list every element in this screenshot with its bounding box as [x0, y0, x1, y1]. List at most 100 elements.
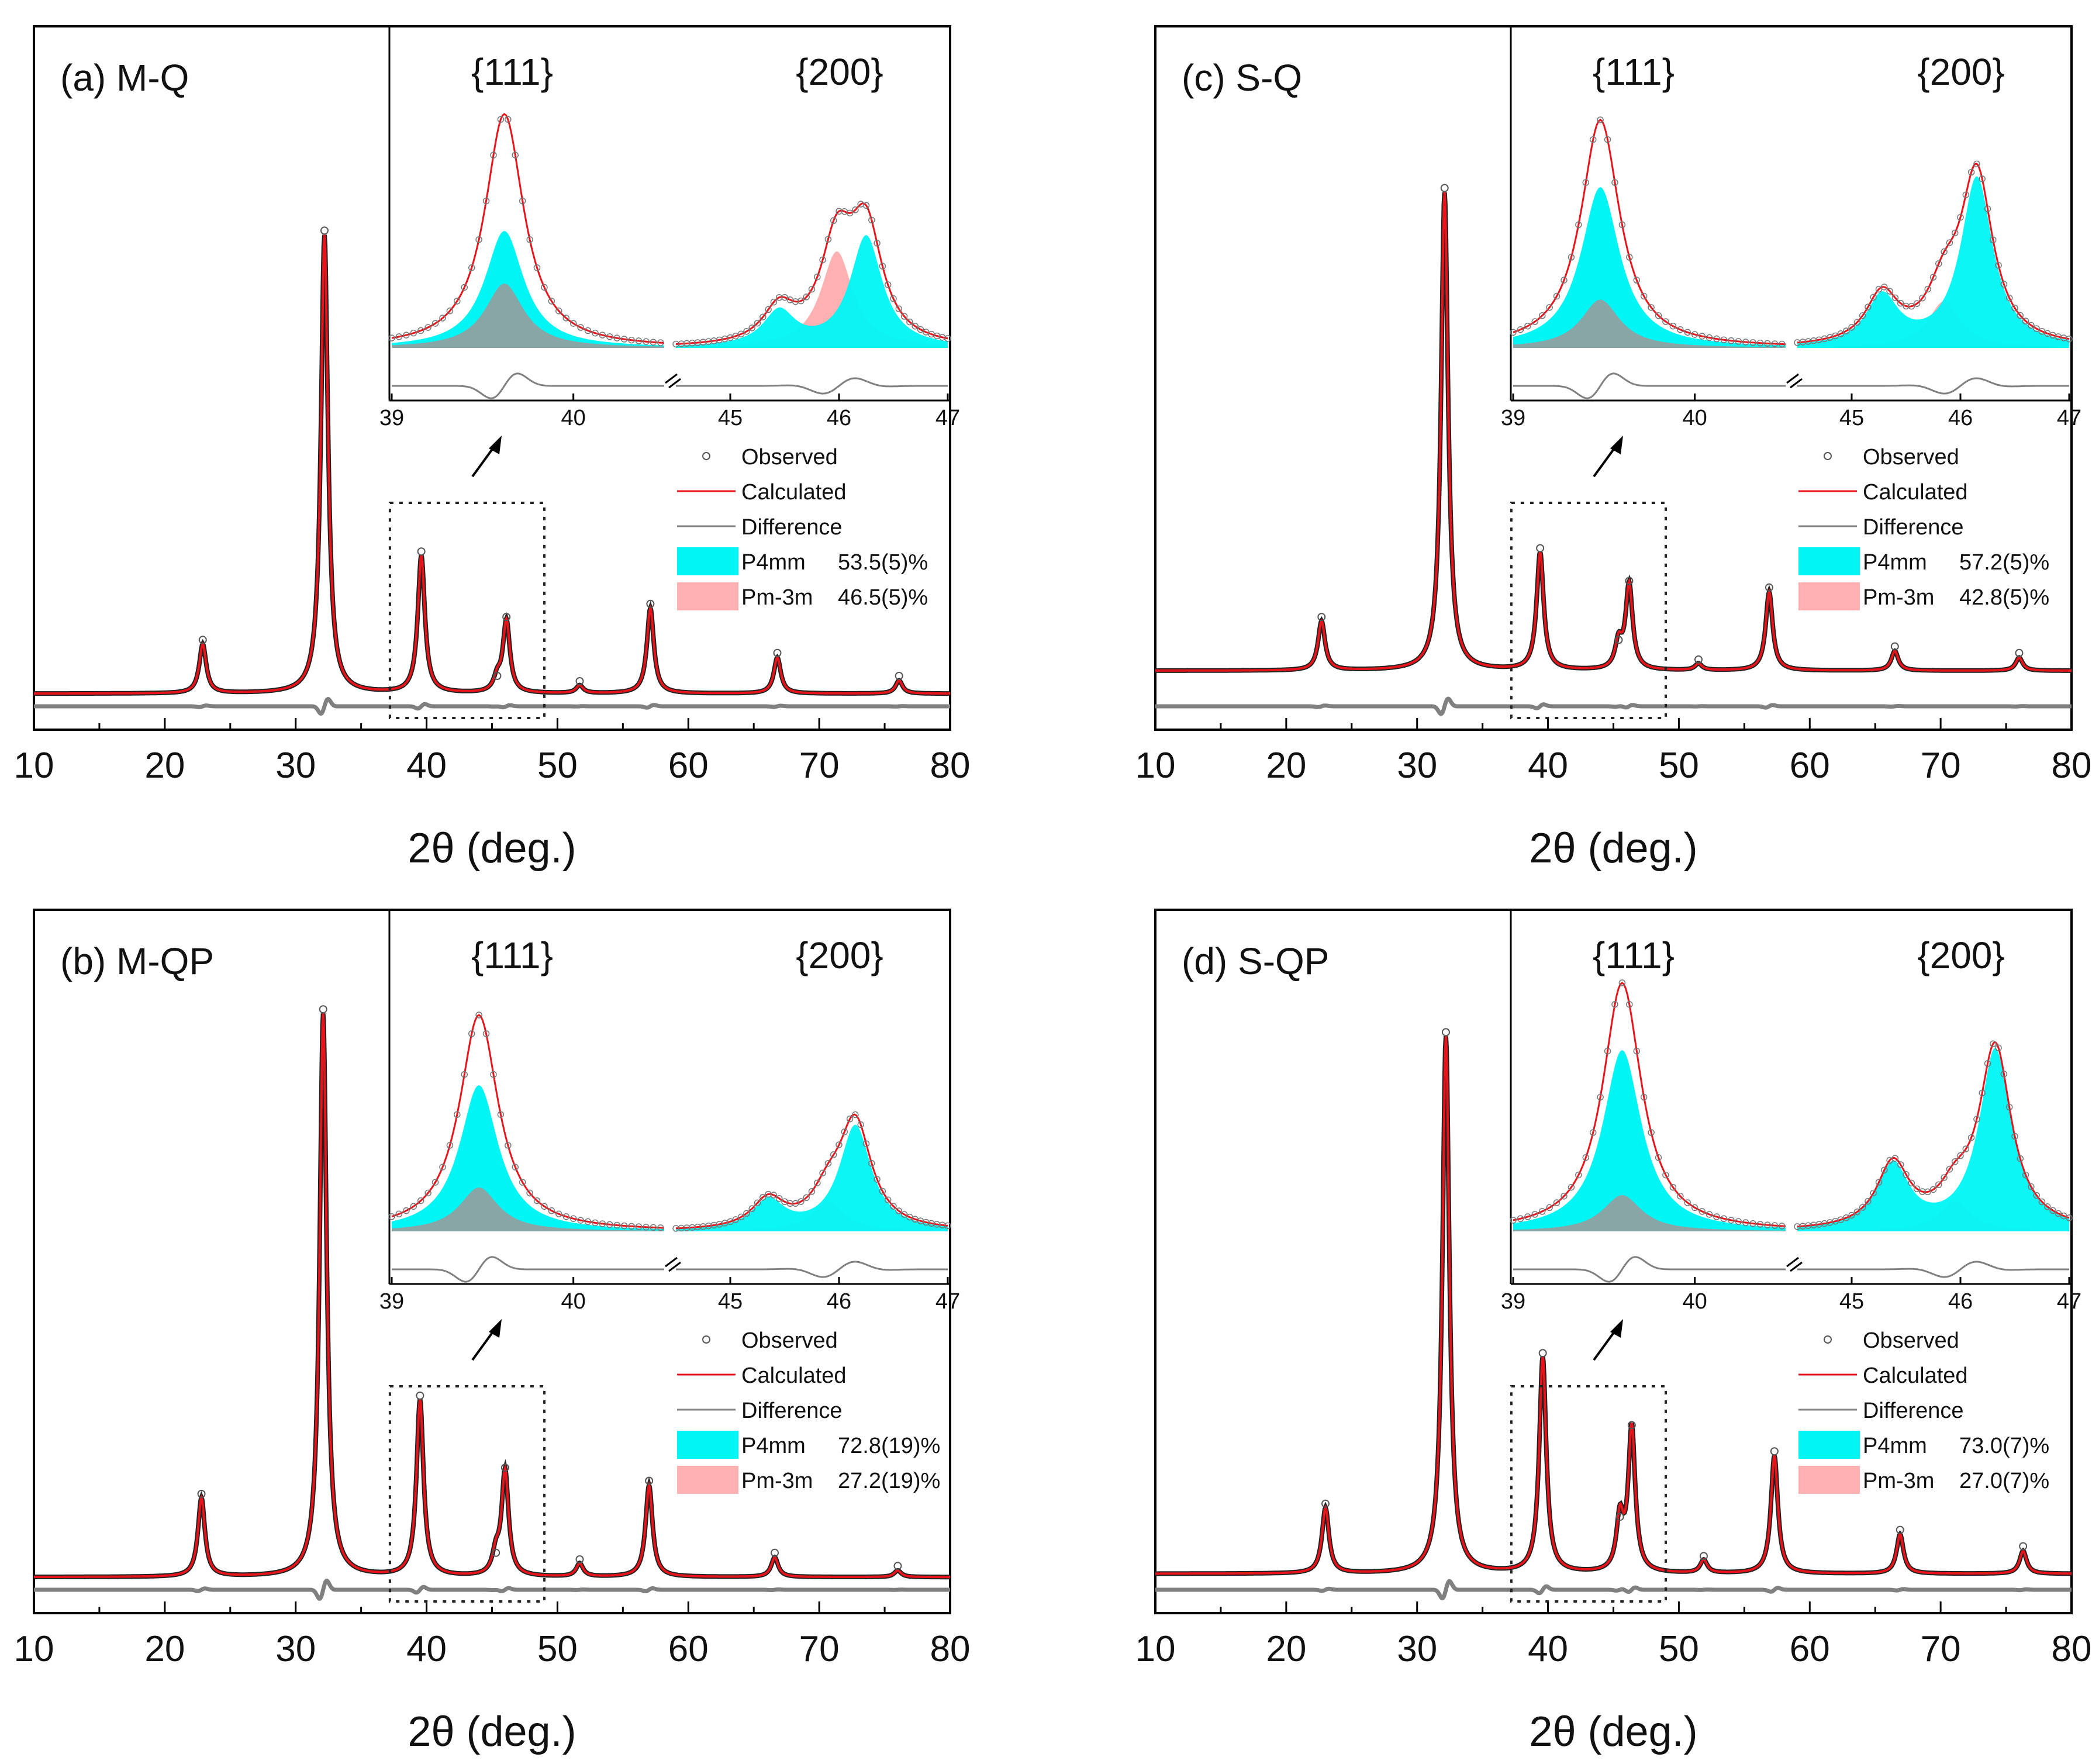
inset-111-observed-point	[526, 236, 533, 243]
calculated-curve	[34, 234, 950, 695]
inset-111-observed-point	[1604, 136, 1611, 143]
inset-111-observed-point	[1510, 1217, 1517, 1224]
inset-111-difference	[1513, 1256, 1786, 1283]
x-tick-label: 10	[1135, 745, 1176, 786]
inset-200-observed-point	[1913, 300, 1921, 307]
inset-111-observed-point	[1655, 1154, 1662, 1161]
inset-200-observed-point	[917, 326, 924, 333]
inset-200-observed-point	[775, 1195, 783, 1202]
inset-111-observed-point	[395, 1210, 403, 1218]
inset-111-observed-point	[1561, 1193, 1568, 1200]
inset-111-observed-point	[1626, 254, 1633, 261]
inset-111-observed-point	[555, 308, 562, 315]
inset-111-observed-point	[1779, 1223, 1786, 1230]
x-axis-title: 2θ (deg.)	[408, 1708, 576, 1755]
x-tick-label: 70	[1921, 1629, 1961, 1669]
inset-200-observed-point	[1897, 1161, 1904, 1168]
peak-top-observed-point	[1896, 1525, 1904, 1534]
zoom-arrow-head	[1610, 436, 1623, 454]
inset-111-observed-point	[1568, 254, 1575, 261]
inset-111-observed-point	[431, 1179, 439, 1186]
inset-200-observed-point	[1929, 1186, 1937, 1193]
inset-200-observed-point	[1908, 1179, 1915, 1187]
inset-111-observed-point	[403, 1207, 410, 1214]
inset-200-observed-point	[1870, 1189, 1877, 1197]
inset-200-observed-point	[1859, 1204, 1866, 1211]
peak-top-observed-point	[320, 226, 329, 235]
inset-200-observed-point	[1919, 294, 1926, 302]
legend-observed-label: Observed	[741, 1328, 838, 1353]
inset-200-difference	[676, 377, 948, 395]
inset-200-observed-point	[1865, 1197, 1872, 1205]
inset-200-observed-point	[1848, 324, 1855, 331]
inset-tick-label: 45	[1839, 1289, 1864, 1314]
legend-phase-fraction: 46.5(5)%	[838, 585, 928, 610]
inset-111-observed-point	[562, 315, 569, 322]
inset-tick-label: 39	[1501, 406, 1525, 430]
panel-1: 10 20 30 40 50 60 70 80 2θ (deg.) (b) M-QP {111} {2…	[14, 909, 971, 1755]
axis-break-mark	[665, 373, 678, 384]
inset-111-observed-point	[1611, 1001, 1618, 1008]
inset-200-p4mm-fill	[676, 235, 948, 348]
inset-200-observed-point	[1973, 160, 1980, 168]
inset-111-observed-point	[1575, 1171, 1582, 1179]
inset-200-observed-point	[1924, 1188, 1931, 1196]
inset-111-observed-point	[388, 334, 395, 341]
inset-200-observed-point	[737, 1213, 745, 1221]
inset-111-observed-point	[1538, 1208, 1546, 1215]
legend-phase-swatch	[677, 1466, 738, 1494]
panel-2: 10 20 30 40 50 60 70 80 2θ (deg.) (c) S-Q {111} {20…	[1135, 25, 2091, 872]
axis-break-mark	[1786, 373, 1799, 384]
x-tick-label: 10	[1135, 1629, 1176, 1669]
inset-111-observed-point	[475, 236, 482, 243]
inset-200-observed-point	[944, 335, 951, 342]
inset-111-observed-point	[1640, 292, 1648, 300]
peak-top-observed-point	[319, 1005, 327, 1014]
inset-111-observed-point	[1749, 339, 1756, 346]
peak-top-observed-point	[1317, 613, 1326, 622]
axis-break-mark	[1786, 1256, 1799, 1268]
inset-111-observed-point	[1611, 179, 1618, 186]
inset-111-observed-point	[410, 1203, 417, 1210]
inset-111-pm3m-fill	[392, 1187, 664, 1231]
x-tick-label: 80	[930, 1629, 971, 1669]
legend-phase-name: P4mm	[741, 1434, 806, 1458]
inset-200-observed-point	[874, 1176, 881, 1183]
inset-111-observed-point	[635, 337, 643, 344]
inset-200-observed-point	[1924, 285, 1931, 293]
difference-curve	[1155, 1579, 2072, 1600]
x-tick-label: 60	[1790, 1629, 1830, 1669]
peak-top-observed-point	[417, 547, 426, 556]
inset-111-observed-point	[628, 1223, 635, 1230]
inset-111-observed-point	[1640, 1093, 1648, 1101]
peak-top-observed-point	[893, 1562, 902, 1570]
inset-200-observed-point	[1875, 1179, 1883, 1186]
peak-top-observed-point	[416, 1392, 424, 1400]
inset-tick-label: 45	[1839, 406, 1864, 430]
legend-phase-name: P4mm	[1863, 1434, 1927, 1458]
x-axis-title: 2θ (deg.)	[408, 825, 576, 872]
inset-111-observed-point	[1524, 322, 1531, 330]
inset-200-observed-point	[819, 1169, 826, 1176]
inset-111-observed-point	[1517, 1215, 1524, 1223]
peak-top-observed-point	[1321, 1499, 1330, 1508]
inset-200-observed-point	[770, 298, 778, 306]
inset-111-observed-point	[1698, 333, 1706, 340]
inset-111-observed-point	[569, 320, 577, 327]
legend-difference-label: Difference	[1863, 515, 1964, 540]
legend-phase-swatch	[1798, 547, 1860, 575]
peak-top-observed-point	[1699, 1552, 1708, 1561]
inset-111-observed-point	[1779, 340, 1786, 348]
inset-111-observed-point	[548, 298, 555, 305]
inset-tick-label: 47	[935, 1289, 960, 1314]
inset-200-observed-point	[824, 236, 832, 243]
peak-top-observed-point	[1441, 1028, 1450, 1037]
inset-200-observed-point	[2033, 325, 2040, 332]
inset-200-observed-point	[884, 1196, 892, 1203]
legend-phase-fraction: 73.0(7)%	[1959, 1434, 2049, 1458]
inset-200-observed-point	[944, 1222, 951, 1230]
inset-111-observed-point	[1510, 329, 1517, 336]
inset-111-observed-point	[417, 327, 424, 334]
difference-curve	[34, 1579, 950, 1601]
inset-200-observed-point	[836, 1141, 843, 1148]
